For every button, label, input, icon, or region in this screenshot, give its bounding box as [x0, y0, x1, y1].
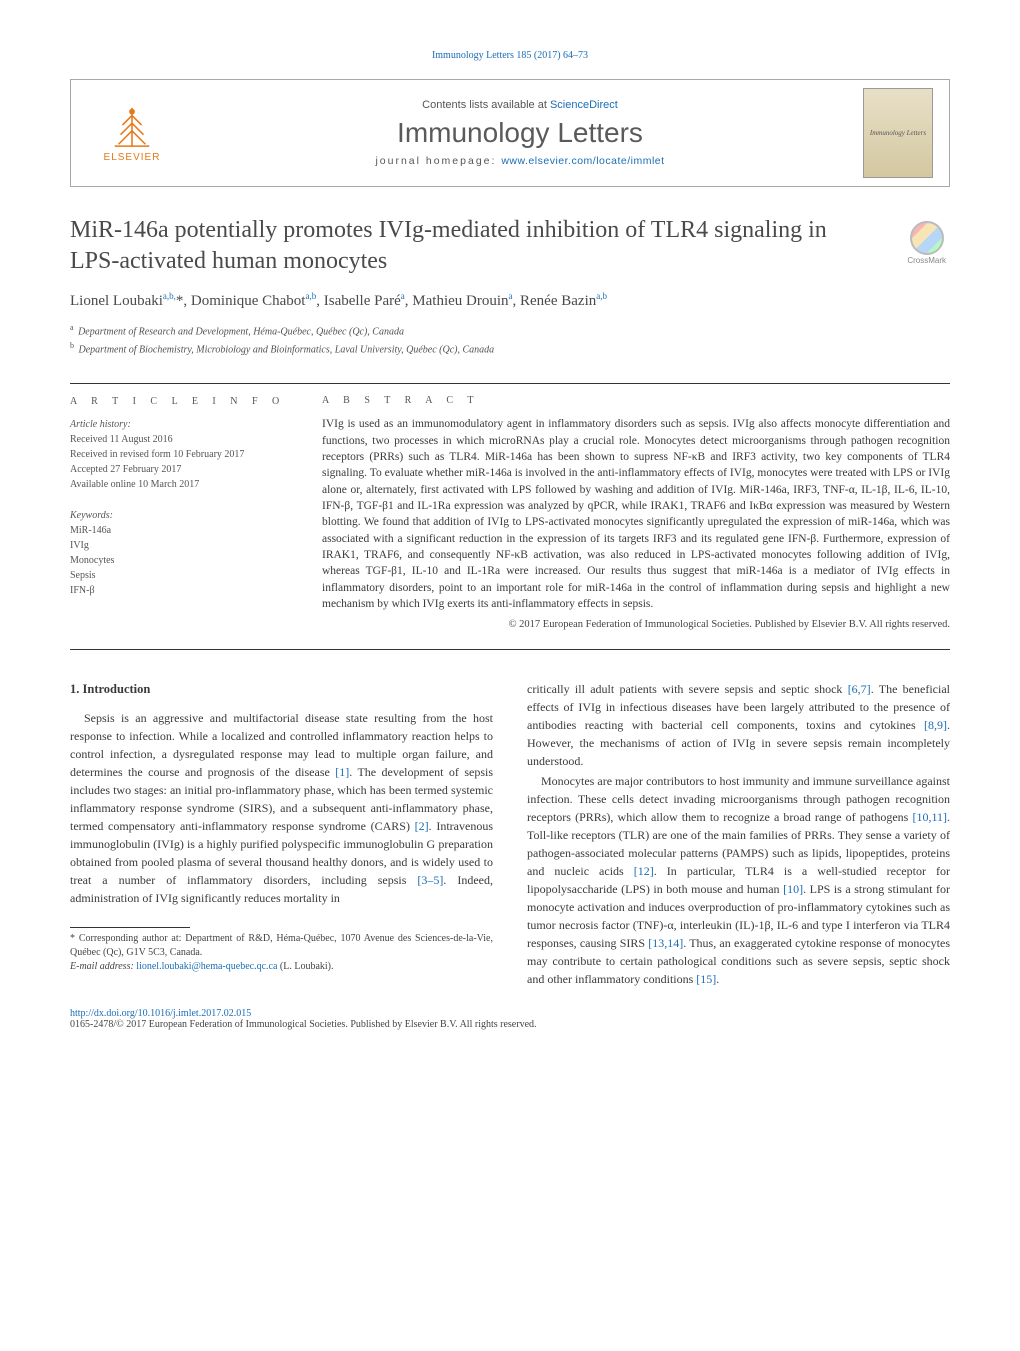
article-title: MiR-146a potentially promotes IVIg-media…	[70, 215, 850, 276]
journal-cover-thumb[interactable]: Immunology Letters	[863, 88, 933, 178]
email-link[interactable]: lionel.loubaki@hema-quebec.qc.ca	[136, 961, 277, 972]
intro-paragraph-2: Monocytes are major contributors to host…	[527, 772, 950, 988]
body-column-left: 1. Introduction Sepsis is an aggressive …	[70, 680, 493, 990]
journal-title: Immunology Letters	[177, 117, 863, 149]
cover-thumb-label: Immunology Letters	[867, 126, 929, 140]
homepage-line: journal homepage: www.elsevier.com/locat…	[177, 155, 863, 167]
homepage-link[interactable]: www.elsevier.com/locate/immlet	[501, 155, 664, 167]
top-citation[interactable]: Immunology Letters 185 (2017) 64–73	[70, 50, 950, 61]
keywords-list: MiR-146aIVIgMonocytesSepsisIFN-β	[70, 523, 286, 598]
keywords-label: Keywords:	[70, 508, 286, 523]
history-accepted: Accepted 27 February 2017	[70, 462, 286, 477]
email-person: (L. Loubaki).	[277, 961, 333, 972]
affiliations: a Department of Research and Development…	[70, 322, 950, 357]
crossmark-label: CrossMark	[907, 256, 946, 265]
elsevier-logo[interactable]: ELSEVIER	[87, 104, 177, 163]
abstract-text: IVIg is used as an immunomodulatory agen…	[322, 416, 950, 612]
contents-prefix: Contents lists available at	[422, 99, 550, 111]
intro-paragraph-1: Sepsis is an aggressive and multifactori…	[70, 709, 493, 907]
sciencedirect-link[interactable]: ScienceDirect	[550, 99, 618, 111]
divider	[70, 383, 950, 384]
masthead: ELSEVIER Contents lists available at Sci…	[70, 79, 950, 187]
elsevier-text: ELSEVIER	[104, 152, 161, 163]
corresponding-author: * Corresponding author at: Department of…	[70, 932, 493, 960]
doi-line: http://dx.doi.org/10.1016/j.imlet.2017.0…	[70, 1008, 950, 1019]
history-online: Available online 10 March 2017	[70, 477, 286, 492]
elsevier-tree-icon	[109, 104, 155, 150]
crossmark-badge[interactable]: CrossMark	[907, 221, 946, 265]
abstract-heading: A B S T R A C T	[322, 394, 950, 408]
crossmark-icon	[910, 221, 944, 255]
body-column-right: critically ill adult patients with sever…	[527, 680, 950, 990]
intro-paragraph-1b: critically ill adult patients with sever…	[527, 680, 950, 770]
abstract-copyright: © 2017 European Federation of Immunologi…	[322, 618, 950, 633]
section-heading-intro: 1. Introduction	[70, 680, 493, 699]
doi-link[interactable]: http://dx.doi.org/10.1016/j.imlet.2017.0…	[70, 1008, 251, 1019]
email-line: E-mail address: lionel.loubaki@hema-queb…	[70, 960, 493, 974]
article-info-heading: A R T I C L E I N F O	[70, 394, 286, 409]
issn-line: 0165-2478/© 2017 European Federation of …	[70, 1019, 950, 1030]
divider	[70, 649, 950, 650]
history-label: Article history:	[70, 417, 286, 432]
footnote-divider	[70, 927, 190, 928]
history-received: Received 11 August 2016	[70, 432, 286, 447]
history-revised: Received in revised form 10 February 201…	[70, 447, 286, 462]
contents-line: Contents lists available at ScienceDirec…	[177, 99, 863, 111]
homepage-prefix: journal homepage:	[375, 155, 501, 167]
email-label: E-mail address:	[70, 961, 136, 972]
authors: Lionel Loubakia,b,*, Dominique Chabota,b…	[70, 290, 850, 312]
